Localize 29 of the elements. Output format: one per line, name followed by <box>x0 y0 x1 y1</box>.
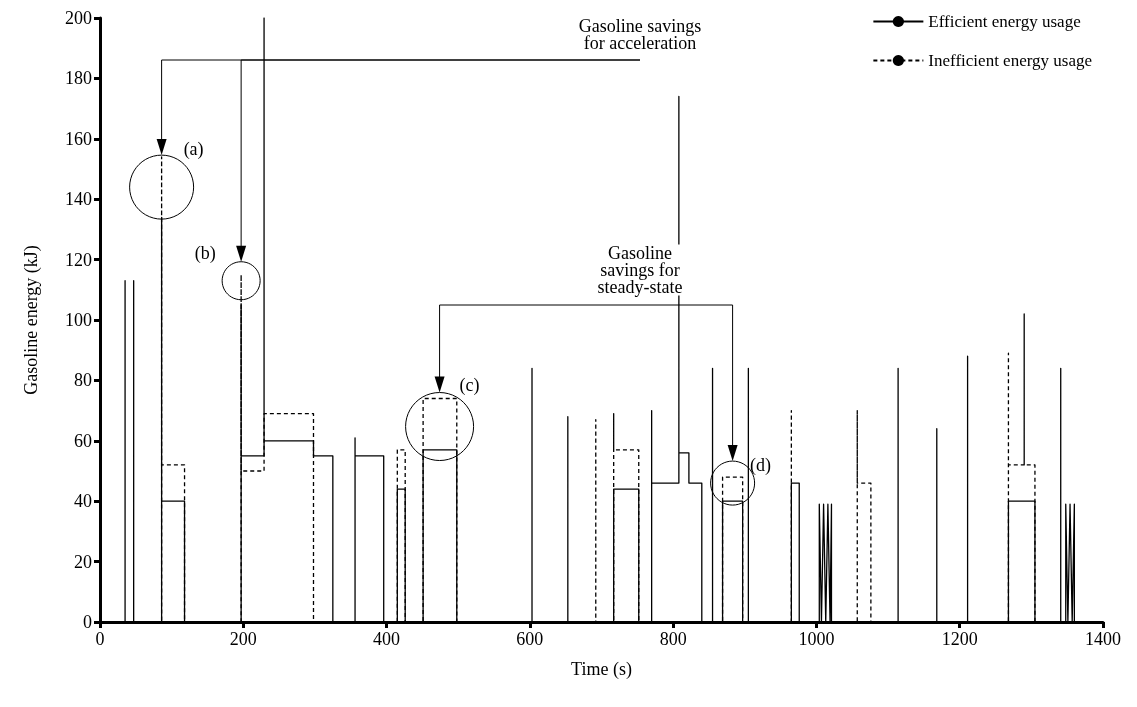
y-tick-label: 60 <box>74 430 92 451</box>
x-axis-title: Time (s) <box>571 659 632 680</box>
legend-label: Efficient energy usage <box>928 12 1081 31</box>
x-tick-label: 1400 <box>1085 629 1121 649</box>
legend-label: Inefficient energy usage <box>928 51 1093 70</box>
x-tick-label: 1000 <box>798 629 835 649</box>
annotation: (d) <box>750 455 772 477</box>
y-axis-title: Gasoline energy (kJ) <box>21 245 42 395</box>
annotation: (c) <box>459 374 480 396</box>
y-tick-label: 120 <box>65 249 92 270</box>
y-tick-label: 160 <box>65 128 92 149</box>
annotation: Gasoline savings for steady-state <box>597 243 683 297</box>
x-tick-label: 800 <box>659 629 687 649</box>
y-tick-label: 200 <box>65 8 92 28</box>
x-tick-label: 0 <box>95 629 105 649</box>
y-tick-label: 20 <box>74 551 92 572</box>
x-tick-label: 200 <box>229 629 257 649</box>
x-tick-label: 1200 <box>941 629 978 649</box>
y-tick-label: 180 <box>65 68 92 89</box>
annotation: Gasoline savings for acceleration <box>578 15 702 53</box>
x-tick-label: 400 <box>373 629 401 649</box>
y-tick-label: 100 <box>65 310 92 330</box>
x-tick-label: 600 <box>516 629 544 649</box>
annotation: (a) <box>183 139 204 161</box>
y-tick-label: 80 <box>74 370 92 391</box>
annotation: (b) <box>194 242 216 264</box>
y-tick-label: 140 <box>65 189 92 210</box>
y-tick-label: 0 <box>83 612 92 632</box>
y-tick-label: 40 <box>74 491 92 512</box>
